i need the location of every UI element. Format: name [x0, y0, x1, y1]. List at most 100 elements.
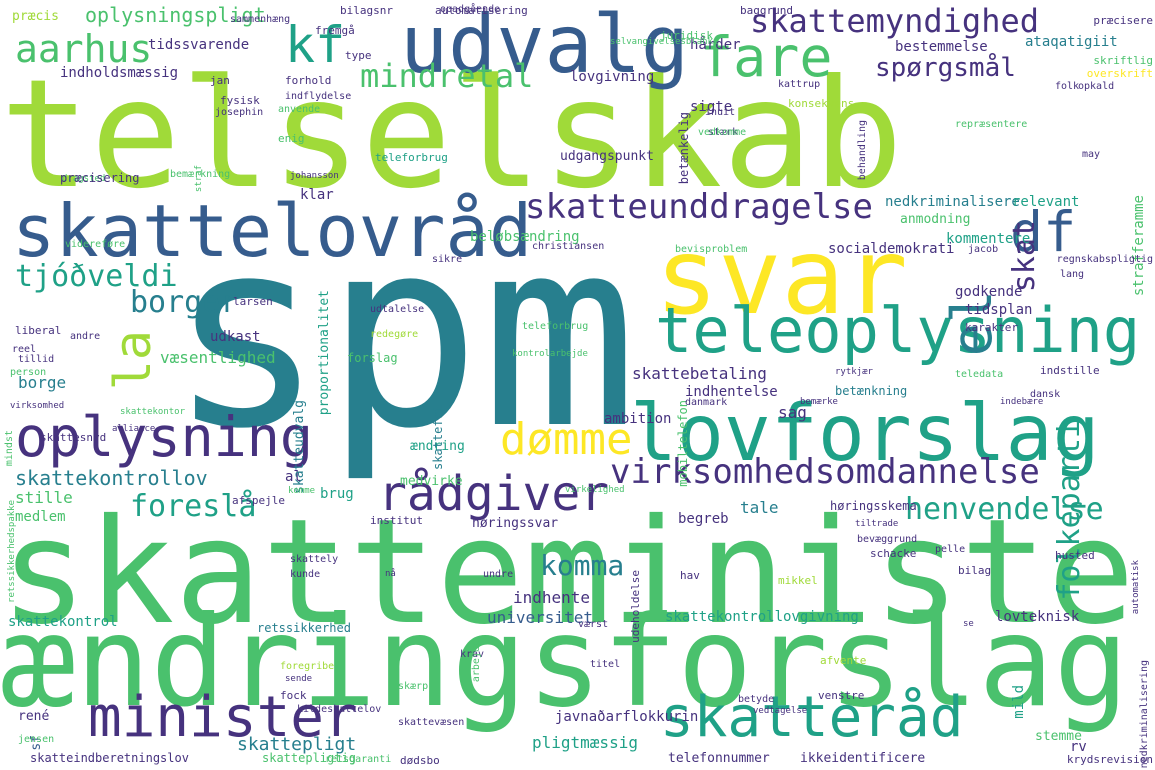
word-stemme: stemme	[1035, 729, 1082, 744]
word-teleforbrug: teleforbrug	[375, 151, 448, 164]
word-bilag: bilag	[958, 564, 992, 577]
word-stille: stille	[15, 488, 73, 507]
word-vaesentlighed: væsentlighed	[160, 348, 276, 367]
word-danmark: danmark	[685, 397, 728, 408]
word-kontrolarbejde: kontrolarbejde	[512, 349, 588, 359]
word-betyde: betyde	[738, 694, 775, 705]
word-andre: andre	[70, 331, 101, 342]
word-doemme: dømme	[500, 414, 633, 465]
word-inuit: inuit	[705, 107, 736, 118]
word-hoeringsskema: høringsskema	[830, 499, 917, 513]
word-mindst: mindst	[4, 430, 15, 467]
word-haarder: hårder	[690, 37, 741, 53]
word-kommentere: kommentere	[946, 231, 1031, 247]
word-komme: komme	[288, 486, 316, 496]
word-lovteknisk: lovteknisk	[995, 609, 1080, 625]
word-kildeskattelov: kildeskattelov	[297, 704, 382, 715]
word-skatteunddragelse: skatteunddragelse	[525, 187, 873, 227]
word-retssikkerhed: retssikkerhed	[257, 621, 351, 635]
word-regnskabspligtig: regnskabspligtig	[1056, 254, 1153, 265]
word-al: al	[285, 469, 302, 485]
word-vedkomme: vedkomme	[698, 127, 747, 138]
word-mobiltelefon: mobiltelefon	[676, 400, 690, 487]
word-ataqatigiit: ataqatigiit	[1025, 34, 1118, 50]
word-fock: fock	[280, 689, 307, 702]
word-sammenhaeng: sammenhæng	[230, 14, 291, 25]
word-indhente: indhente	[513, 588, 591, 607]
word-folkeparti: folkeparti	[1052, 420, 1087, 601]
word-doedsbo: dødsbo	[400, 754, 440, 767]
word-bemaerkning: bemærkning	[170, 169, 231, 180]
word-afvente: afvente	[820, 654, 867, 667]
word-konsekvens: konsekvens	[788, 97, 855, 110]
word-udgangspunkt: udgangspunkt	[560, 149, 654, 164]
word-viderefoere: videreføre	[65, 239, 126, 250]
word-mild: mild	[1011, 685, 1027, 719]
word-institut: institut	[370, 514, 423, 527]
word-rene: rené	[18, 709, 50, 724]
word-opkald: opkald	[1078, 81, 1115, 92]
word-skattevaesen: skattevæsen	[398, 717, 465, 728]
word-jan: jan	[210, 74, 230, 87]
word-lang: lang	[1060, 269, 1085, 280]
word-fysisk: fysisk	[220, 94, 260, 107]
word-skatteudvalg: skatteudvalg	[292, 400, 307, 494]
word-nedkriminalisering: nedkriminalisering	[1139, 659, 1150, 768]
word-indholdsmaessig: indholdsmæssig	[60, 65, 179, 81]
word-indebaere: indebære	[1000, 397, 1044, 407]
word-ambition: ambition	[604, 411, 672, 427]
word-virkelighed: virkelighed	[565, 485, 625, 495]
word-skattebetaling: skattebetaling	[632, 364, 767, 383]
word-fare: fare	[700, 25, 833, 89]
word-forhold: forhold	[285, 74, 332, 87]
word-skatteminister: skatteminister	[0, 488, 1155, 657]
word-sag: sag	[778, 403, 807, 422]
word-sende: sende	[285, 674, 313, 684]
word-overskrift: overskrift	[1086, 67, 1153, 80]
word-skattepligtig: skattepligtig	[262, 751, 356, 765]
word-mindretal: mindretal	[360, 57, 534, 95]
word-ikkeidentificere: ikkeidentificere	[800, 751, 926, 766]
word-may: may	[1082, 149, 1101, 160]
word-tale: tale	[740, 498, 779, 517]
word-socialdemokrati: socialdemokrati	[828, 241, 955, 257]
word-juridisk: juridisk	[660, 29, 713, 42]
word-arbejde: arbejde	[471, 640, 482, 683]
word-kunde: kunde	[290, 569, 321, 580]
word-praecisere: præcisere	[1093, 14, 1153, 27]
word-anmodning: anmodning	[900, 212, 971, 227]
word-christiansen: christiansen	[532, 241, 605, 252]
word-strafferamme: strafferamme	[1131, 195, 1147, 297]
word-undre: undre	[483, 569, 514, 580]
word-sigte: sigte	[690, 99, 733, 115]
word-indstille: indstille	[1040, 364, 1100, 377]
word-sikre: sikre	[432, 254, 463, 265]
word-jacob: jacob	[968, 244, 999, 255]
word-teleforbrug: teleforbrug	[522, 321, 589, 332]
word-redegoere: redegøre	[370, 329, 419, 340]
word-selvangivelsesblanke: selvangivelsesblanke	[610, 37, 719, 47]
word-schacke: schacke	[870, 547, 917, 560]
word-skattekontor: skattekontor	[120, 407, 186, 417]
word-naa: nå	[385, 569, 396, 579]
word-aendringsforslag: ændringsforslag	[0, 590, 1129, 735]
word-lovforslag: lovforslag	[630, 389, 1100, 479]
word-virksomhed: virksomhed	[10, 401, 65, 411]
word-foregribe: foregribe	[280, 661, 335, 672]
word-skattemyndighed: skattemyndighed	[750, 2, 1039, 40]
word-nedkriminalisere: nedkriminalisere	[885, 194, 1020, 210]
word-betaenkelig: betænkelig	[677, 112, 691, 185]
word-dansk: dansk	[1030, 389, 1061, 400]
word-skattepligt: skattepligt	[237, 734, 357, 755]
word-medvirke: medvirke	[400, 474, 463, 489]
word-tidssvarende: tidssvarende	[148, 37, 250, 53]
word-indhentelse: indhentelse	[685, 384, 778, 400]
word-bemaerke: bemærke	[800, 397, 838, 407]
word-beloebsaendring: beløbsændring	[470, 229, 580, 245]
word-spoergsmaal: spørgsmål	[875, 53, 1016, 83]
word-dragsted: dragsted	[62, 174, 106, 184]
word-indflydelse: indflydelse	[285, 91, 352, 102]
word-praecisering: præcisering	[60, 171, 140, 185]
word-aendring: ændring	[410, 439, 465, 454]
word-udkast: udkast	[210, 329, 261, 345]
